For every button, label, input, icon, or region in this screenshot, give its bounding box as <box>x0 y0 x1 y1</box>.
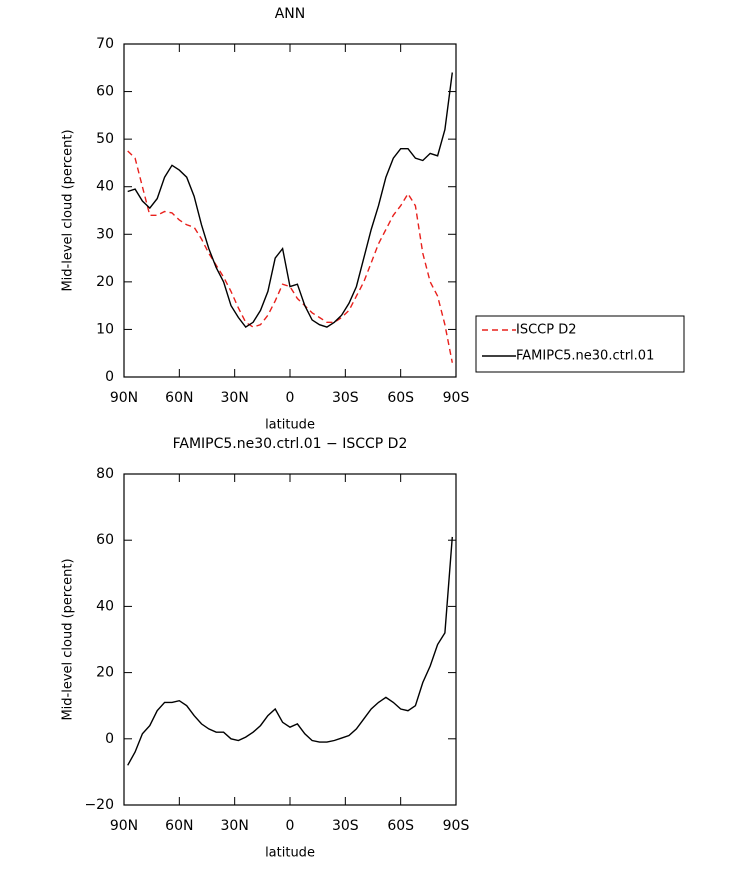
y-tick-label: 40 <box>96 598 114 614</box>
y-tick-label: 30 <box>96 226 114 242</box>
legend-label: FAMIPC5.ne30.ctrl.01 <box>516 349 654 364</box>
data-line <box>127 536 453 766</box>
y-tick-label: 20 <box>96 274 114 290</box>
data-line <box>127 150 453 363</box>
x-tick-label: 30N <box>221 390 249 406</box>
y-tick-label: 20 <box>96 665 114 681</box>
y-tick-label: 40 <box>96 179 114 195</box>
x-tick-label: 90N <box>110 818 138 834</box>
y-tick-label: 70 <box>96 36 114 52</box>
x-tick-label: 0 <box>286 818 295 834</box>
x-axis-label: latitude <box>265 846 315 861</box>
y-tick-label: 50 <box>96 131 114 147</box>
x-tick-label: 90N <box>110 390 138 406</box>
plot-frame <box>123 473 457 806</box>
x-tick-label: 30S <box>332 390 359 406</box>
x-tick-label: 60S <box>387 390 414 406</box>
y-axis-label: Mid-level cloud (percent) <box>61 129 76 291</box>
y-tick-label: 0 <box>105 369 114 385</box>
plot-frame <box>123 43 457 378</box>
x-tick-label: 90S <box>443 818 470 834</box>
y-tick-label: 60 <box>96 84 114 100</box>
x-tick-label: 30S <box>332 818 359 834</box>
x-tick-label: 60N <box>165 818 193 834</box>
legend-box <box>475 315 685 373</box>
chart-title: FAMIPC5.ne30.ctrl.01 − ISCCP D2 <box>173 436 408 452</box>
x-axis-label: latitude <box>265 418 315 433</box>
legend-label: ISCCP D2 <box>516 323 577 338</box>
x-tick-label: 60N <box>165 390 193 406</box>
x-tick-label: 90S <box>443 390 470 406</box>
y-tick-label: −20 <box>84 797 114 813</box>
y-tick-label: 60 <box>96 532 114 548</box>
x-tick-label: 60S <box>387 818 414 834</box>
y-tick-label: 0 <box>105 731 114 747</box>
chart-title: ANN <box>275 6 306 22</box>
x-tick-label: 30N <box>221 818 249 834</box>
y-tick-label: 10 <box>96 321 114 337</box>
x-tick-label: 0 <box>286 390 295 406</box>
data-line <box>127 72 453 329</box>
y-axis-label: Mid-level cloud (percent) <box>61 558 76 720</box>
y-tick-label: 80 <box>96 466 114 482</box>
